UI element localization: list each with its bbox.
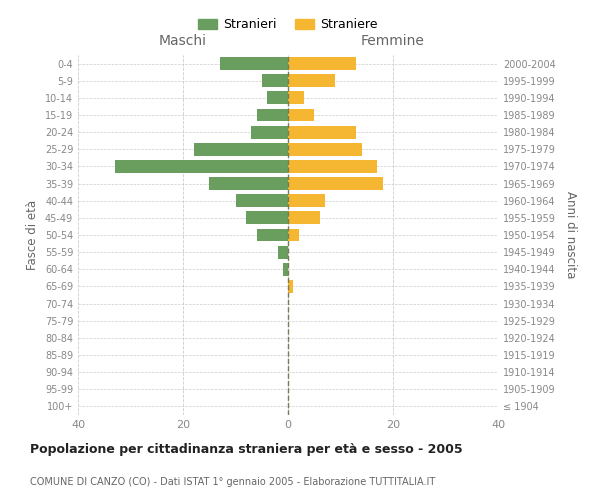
Bar [209,177,288,190]
Bar [288,92,304,104]
Bar [288,108,314,122]
Text: Popolazione per cittadinanza straniera per età e sesso - 2005: Popolazione per cittadinanza straniera p… [30,442,463,456]
Bar [288,126,356,138]
Bar [246,212,288,224]
Text: Maschi: Maschi [159,34,207,48]
Bar [283,263,288,276]
Bar [235,194,288,207]
Y-axis label: Anni di nascita: Anni di nascita [564,192,577,278]
Text: COMUNE DI CANZO (CO) - Dati ISTAT 1° gennaio 2005 - Elaborazione TUTTITALIA.IT: COMUNE DI CANZO (CO) - Dati ISTAT 1° gen… [30,477,435,487]
Text: Femmine: Femmine [361,34,425,48]
Bar [288,194,325,207]
Bar [288,160,377,173]
Legend: Stranieri, Straniere: Stranieri, Straniere [194,14,382,35]
Bar [257,108,288,122]
Bar [288,74,335,87]
Bar [220,57,288,70]
Bar [262,74,288,87]
Bar [288,143,361,156]
Bar [288,212,320,224]
Bar [267,92,288,104]
Bar [257,228,288,241]
Bar [277,246,288,258]
Bar [288,177,383,190]
Y-axis label: Fasce di età: Fasce di età [26,200,39,270]
Bar [251,126,288,138]
Bar [288,57,356,70]
Bar [288,280,293,293]
Bar [115,160,288,173]
Bar [193,143,288,156]
Bar [288,228,299,241]
